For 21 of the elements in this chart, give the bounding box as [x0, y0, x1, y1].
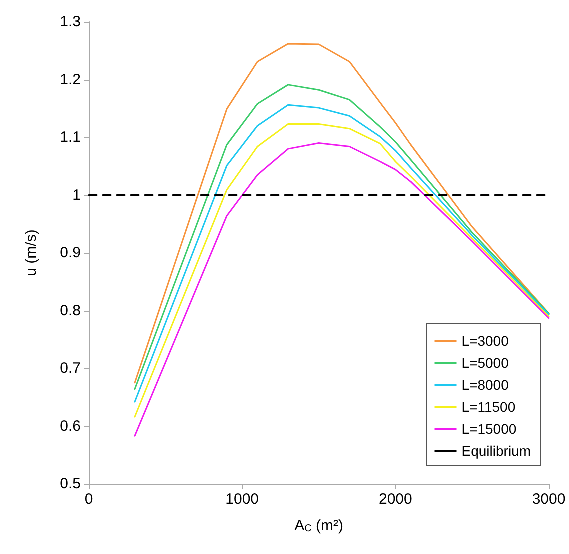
x-tick-label: 0 [84, 491, 94, 508]
y-tick-label: 1.2 [60, 71, 81, 88]
y-axis-title: u (m/s) [23, 230, 40, 276]
y-tick-label: 1.3 [60, 14, 81, 30]
y-tick-label: 0.6 [60, 418, 81, 435]
legend-label: L=15000 [462, 421, 517, 437]
x-tick-label: 1000 [226, 491, 260, 508]
y-tick-label: 1 [72, 186, 81, 204]
x-tick-label: 3000 [532, 491, 566, 508]
y-tick-label: 1.1 [60, 129, 81, 146]
y-tick-label: 0.5 [60, 476, 81, 492]
y-tick-label: 0.8 [60, 302, 81, 320]
x-axis-title: AC (m²) [294, 518, 344, 534]
legend-label: Equilibrium [462, 443, 531, 459]
y-tick-label: 0.9 [60, 244, 81, 262]
legend-label: L=3000 [462, 333, 510, 349]
x-tick-label: 2000 [378, 491, 412, 508]
y-tick-label: 0.7 [60, 360, 81, 377]
legend-label: L=5000 [462, 355, 510, 371]
legend-label: L=8000 [462, 377, 510, 393]
legend-label: L=11500 [462, 399, 516, 415]
